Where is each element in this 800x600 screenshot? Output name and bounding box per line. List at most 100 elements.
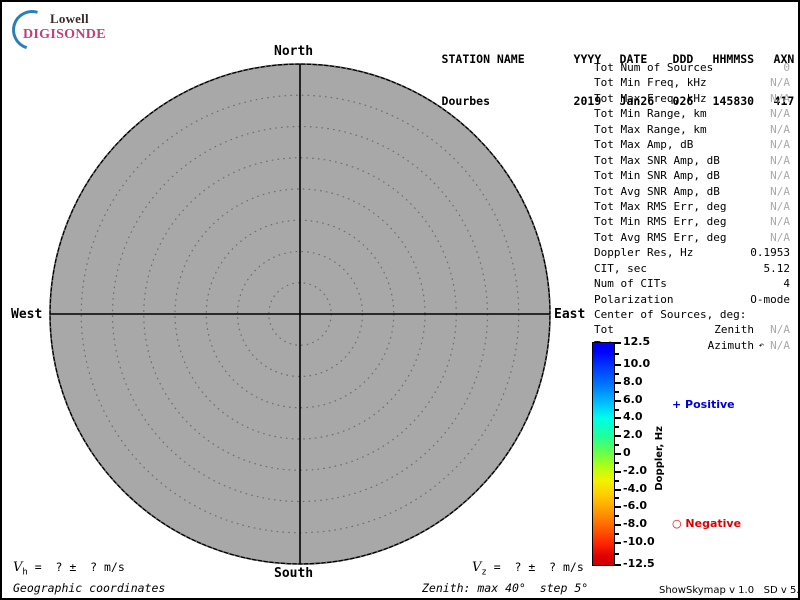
- stat-label: CIT, sec: [594, 261, 647, 275]
- stat-row: Center of Sources, deg:: [594, 307, 790, 322]
- stat-label: Tot Max Amp, dB: [594, 138, 694, 152]
- vz-subscript: z: [481, 567, 487, 578]
- stat-row: Tot Max Range, km N/A: [594, 122, 790, 137]
- stat-row: Doppler Res, Hz 0.1953: [594, 245, 790, 260]
- stat-value: N/A: [770, 323, 790, 337]
- stat-row: Tot Min RMS Err, deg N/A: [594, 214, 790, 229]
- stat-row: Tot Max SNR Amp, dB N/A: [594, 153, 790, 168]
- azimuth-rotation-icon: ↶: [758, 340, 764, 351]
- colorbar-minor-tick: [614, 552, 619, 555]
- header-col-hhmmss: HHMMSS: [712, 52, 755, 66]
- header-col-station-name: STATION NAME: [441, 52, 525, 66]
- stat-value: 4: [783, 277, 790, 291]
- stat-value: N/A: [770, 230, 790, 244]
- stat-label: Tot Avg SNR Amp, dB: [594, 184, 720, 198]
- header-col-axn: AXN: [773, 52, 795, 66]
- stat-value: N/A: [770, 169, 790, 183]
- stat-label: Tot Max Freq, kHz: [594, 91, 707, 105]
- stat-label: Tot Min Freq, kHz: [594, 76, 707, 90]
- header-val-axn: 417: [773, 94, 795, 108]
- colorbar-tick-mark: [614, 488, 621, 491]
- stat-row: Num of CITs 4: [594, 276, 790, 291]
- vz-symbol: V: [472, 560, 482, 575]
- colorbar-minor-tick: [614, 497, 619, 500]
- stat-row: Tot Avg RMS Err, deg N/A: [594, 230, 790, 245]
- stat-label: Tot: [594, 323, 614, 337]
- stat-label: Doppler Res, Hz: [594, 246, 694, 260]
- stat-row: Tot Avg SNR Amp, dB N/A: [594, 184, 790, 199]
- colorbar-tick-label: 0: [623, 446, 631, 459]
- vh-value: = ? ± ? m/s: [27, 560, 125, 574]
- stat-value: 0.1953: [750, 246, 790, 260]
- colorbar-tick-label: 8.0: [623, 374, 643, 388]
- colorbar-tick-mark: [614, 364, 621, 367]
- statistics-panel: Tot Num of Sources 0 Tot Min Freq, kHz N/A T…: [594, 60, 790, 353]
- colorbar-tick-mark: [614, 541, 621, 544]
- stat-value: N/A: [770, 199, 790, 213]
- coordinate-system-label: Geographic coordinates: [13, 581, 166, 595]
- colorbar-tick-label: 10.0: [623, 357, 651, 371]
- colorbar-tick-label: -8.0: [623, 517, 648, 531]
- vh-subscript: h: [22, 567, 28, 578]
- doppler-colorbar-group: 12.5 10.0 8.0 6.0 4.0 2.0 0 -2.0 -4.0 -6.0 -8.0 -10…: [590, 335, 798, 578]
- zenith-scale-label: Zenith: max 40° step 5°: [422, 581, 589, 595]
- header-column-row: STATION NAMEYYYYDATEDDDHHMMSSAXNPPSIGP: [400, 38, 798, 66]
- colorbar-minor-tick: [614, 479, 619, 482]
- colorbar-minor-tick: [614, 408, 619, 411]
- stat-label: Num of CITs: [594, 277, 667, 291]
- logo-digisonde-text: DIGISONDE: [23, 27, 106, 42]
- stat-label: Center of Sources, deg:: [594, 308, 747, 321]
- legend-positive: + Positive: [672, 398, 735, 411]
- stat-row: Tot Max RMS Err, deg N/A: [594, 199, 790, 214]
- colorbar-minor-tick: [614, 426, 619, 429]
- stat-label: Tot Max Range, km: [594, 122, 707, 136]
- colorbar-tick-label: 2.0: [623, 428, 643, 442]
- lowell-digisonde-logo: Lowell DIGISONDE: [4, 2, 122, 58]
- header-col-ddd: DDD: [672, 52, 694, 66]
- direction-label-west: West: [11, 307, 43, 322]
- skymap-polar-plot: North South West East: [2, 2, 590, 598]
- logo-lowell-text: Lowell: [50, 11, 89, 26]
- stat-row: Tot Min Freq, kHz N/A: [594, 75, 790, 90]
- stat-sublabel: Zenith: [714, 323, 754, 337]
- colorbar-tick-mark: [614, 524, 621, 527]
- header-value-row: Dourbes2019Jan26026145830417200-8U: [400, 80, 798, 108]
- colorbar-tick-label: -2.0: [623, 463, 648, 477]
- header-val-station-name: Dourbes: [441, 94, 491, 108]
- colorbar-minor-tick: [614, 444, 619, 447]
- colorbar-tick-mark: [614, 564, 621, 566]
- stat-value: N/A: [770, 122, 790, 136]
- stat-label: Tot Min Range, km: [594, 107, 707, 121]
- vh-symbol: V: [13, 560, 23, 575]
- stat-row: Tot Num of Sources 0: [594, 60, 790, 75]
- stat-value: N/A: [770, 215, 790, 229]
- colorbar-tick-mark: [614, 342, 621, 344]
- stat-value: N/A: [770, 184, 790, 198]
- direction-label-north: North: [274, 44, 314, 59]
- stat-value: 5.12: [763, 261, 791, 275]
- colorbar-axis-title: Doppler, Hz: [654, 426, 665, 491]
- stat-row: Tot Zenith N/A: [594, 322, 790, 337]
- colorbar-tick-label: 12.5: [623, 335, 651, 348]
- header-val-hhmmss: 145830: [712, 94, 755, 108]
- colorbar-minor-tick: [614, 532, 619, 535]
- stat-label: Tot Max SNR Amp, dB: [594, 153, 720, 167]
- header-col-yyyy: YYYY: [573, 52, 602, 66]
- stat-row: Tot Min SNR Amp, dB N/A: [594, 168, 790, 183]
- doppler-colorbar: [592, 342, 615, 566]
- stat-row: Polarization O-mode: [594, 292, 790, 307]
- stat-sublabel: Azimuth: [707, 338, 754, 352]
- direction-label-south: South: [274, 566, 314, 581]
- stat-value: N/A: [770, 153, 790, 167]
- stat-value: O-mode: [750, 292, 790, 306]
- colorbar-tick-label: -4.0: [623, 481, 648, 495]
- colorbar-minor-tick: [614, 461, 619, 464]
- stat-value: N/A: [770, 107, 790, 121]
- skymap-svg: [49, 63, 551, 565]
- header-val-date: Jan26: [619, 94, 655, 108]
- stat-row: CIT, sec 5.12: [594, 261, 790, 276]
- colorbar-tick-mark: [614, 381, 621, 384]
- colorbar-tick-mark: [614, 470, 621, 473]
- colorbar-minor-tick: [614, 373, 619, 376]
